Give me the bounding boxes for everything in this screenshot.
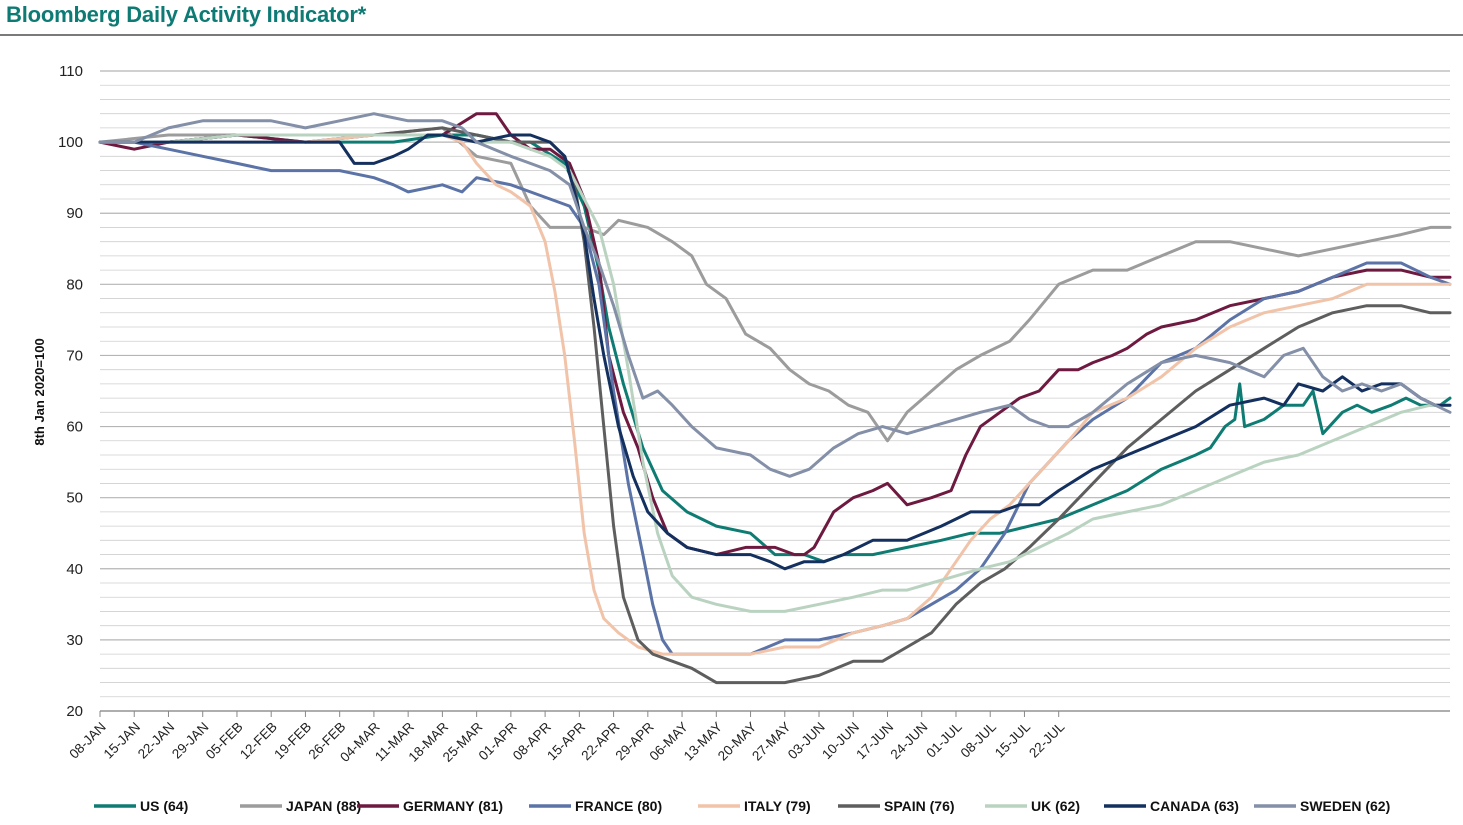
x-tick-label: 01-JUL: [923, 719, 965, 761]
legend-label: UK (62): [1031, 798, 1080, 814]
series-line-germany: [98, 112, 1452, 557]
legend-label: FRANCE (80): [575, 798, 662, 814]
series-line-spain: [98, 126, 1452, 685]
legend-label: US (64): [140, 798, 188, 814]
series-line-uk: [98, 133, 1452, 613]
legend-label: CANADA (63): [1150, 798, 1239, 814]
legend-label: SWEDEN (62): [1300, 798, 1390, 814]
x-tick-label: 12-FEB: [237, 719, 280, 762]
y-tick-label: 100: [58, 134, 83, 151]
y-tick-label: 110: [59, 63, 83, 80]
legend-label: SPAIN (76): [884, 798, 955, 814]
y-tick-label: 80: [66, 276, 83, 293]
series-lines: [98, 112, 1452, 685]
x-tick-label: 19-FEB: [271, 719, 314, 762]
x-tick-label: 15-JAN: [101, 719, 143, 761]
x-tick-label: 10-JUN: [819, 719, 862, 762]
x-tick-label: 22-JAN: [135, 719, 177, 761]
x-tick-label: 24-JUN: [888, 719, 931, 762]
y-axis-label: 8th Jan 2020=100: [32, 338, 47, 445]
y-axis-ticks: 20 30 40 50 60 70 80 90 100 110: [58, 63, 83, 720]
y-tick-label: 70: [66, 347, 83, 364]
x-tick-label: 08-JUL: [958, 719, 1000, 761]
x-tick-label: 22-JUL: [1026, 719, 1068, 761]
y-tick-label: 30: [66, 632, 83, 649]
y-tick-label: 90: [66, 205, 83, 222]
series-line-canada: [98, 133, 1452, 571]
legend-label: GERMANY (81): [403, 798, 503, 814]
chart-title: Bloomberg Daily Activity Indicator*: [6, 2, 367, 27]
y-tick-label: 60: [66, 419, 83, 436]
legend-label: ITALY (79): [744, 798, 811, 814]
y-tick-label: 20: [66, 703, 83, 720]
gridlines: [100, 70, 1450, 712]
x-tick-label: 05-FEB: [203, 719, 246, 762]
series-line-japan: [98, 126, 1452, 443]
x-tick-label: 15-JUL: [992, 719, 1034, 761]
y-tick-label: 50: [66, 490, 83, 507]
x-tick-label: 03-JUN: [785, 719, 828, 762]
x-axis-ticks: 08-JAN15-JAN22-JAN29-JAN05-FEB12-FEB19-F…: [66, 711, 1068, 765]
title-divider: [0, 34, 1463, 36]
x-tick-label: 27-MAY: [749, 719, 793, 763]
series-line-sweden: [98, 112, 1452, 478]
legend: US (64) JAPAN (88) GERMANY (81) FRANCE (80)…: [94, 798, 1390, 814]
legend-label: JAPAN (88): [286, 798, 361, 814]
x-tick-label: 08-JAN: [66, 719, 108, 761]
y-tick-label: 40: [66, 561, 83, 578]
x-tick-label: 17-JUN: [853, 719, 896, 762]
